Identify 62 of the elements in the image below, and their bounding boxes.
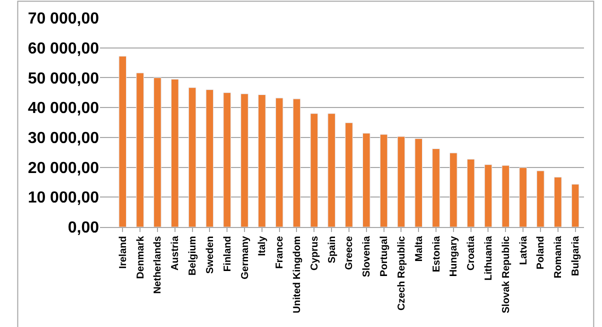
x-tick-label: Belgium xyxy=(188,236,199,276)
y-tick-label: 50 000,00 xyxy=(28,70,100,88)
bar xyxy=(380,134,388,227)
x-tick-label: Slovenia xyxy=(362,236,373,278)
x-tick-label: Ireland xyxy=(118,236,129,269)
x-tick-label: Czech Republic xyxy=(396,236,408,310)
bar xyxy=(484,164,492,227)
x-tick-label: Lithuania xyxy=(483,236,494,280)
y-tick-label: 20 000,00 xyxy=(28,160,100,177)
x-tick-label: Sweden xyxy=(204,236,216,274)
x-tick-label: France xyxy=(274,236,286,269)
bar xyxy=(571,184,580,227)
bar xyxy=(154,77,162,227)
y-tick-label: 70 000,00 xyxy=(28,10,100,28)
y-tick-label: 0,00 xyxy=(68,220,100,237)
x-tick-label: Estonia xyxy=(431,236,442,272)
x-tick-label: Portugal xyxy=(379,236,390,277)
bar xyxy=(345,122,353,227)
bar xyxy=(170,78,179,227)
x-tick-label: Italy xyxy=(257,236,268,256)
x-tick-label: Latvia xyxy=(518,236,530,265)
bar xyxy=(206,89,214,227)
bar xyxy=(450,152,458,227)
bar xyxy=(223,92,231,227)
x-tick-label: Romania xyxy=(553,236,564,278)
bar xyxy=(502,165,510,227)
bar xyxy=(136,72,144,227)
bar xyxy=(240,94,248,227)
x-tick-label: Greece xyxy=(344,236,356,270)
bar xyxy=(292,98,301,227)
bar xyxy=(414,138,423,227)
bar xyxy=(519,167,527,227)
x-tick-label: Poland xyxy=(536,236,547,270)
x-tick-label: Spain xyxy=(326,236,338,264)
y-tick-label: 30 000,00 xyxy=(28,130,100,148)
bar xyxy=(275,98,284,227)
bar xyxy=(554,176,562,227)
x-tick-label: Hungary xyxy=(448,236,460,277)
bar xyxy=(536,170,544,227)
bar xyxy=(397,136,406,227)
bar xyxy=(466,158,475,227)
x-tick-label: Malta xyxy=(414,236,425,262)
x-tick-label: Croatia xyxy=(466,236,478,270)
x-tick-label: Denmark xyxy=(135,236,146,279)
x-tick-label: Cyprus xyxy=(309,236,320,270)
y-tick-label: 10 000,00 xyxy=(28,190,100,207)
x-tick-label: Austria xyxy=(170,236,182,270)
x-tick-label: Germany xyxy=(240,236,251,280)
bar xyxy=(188,87,196,227)
y-tick-label: 40 000,00 xyxy=(28,100,100,118)
x-tick-label: Finland xyxy=(222,236,234,272)
bar xyxy=(328,113,336,227)
bar xyxy=(258,94,266,227)
x-tick-label: Bulgaria xyxy=(570,236,582,276)
bar xyxy=(310,113,318,227)
bar xyxy=(118,56,127,227)
bar xyxy=(432,148,440,227)
y-tick-label: 60 000,00 xyxy=(28,40,100,58)
x-tick-label: Slovak Republic xyxy=(500,236,512,314)
x-tick-label: United Kingdom xyxy=(292,236,303,314)
bar xyxy=(362,133,370,227)
x-tick-label: Netherlands xyxy=(152,236,164,294)
